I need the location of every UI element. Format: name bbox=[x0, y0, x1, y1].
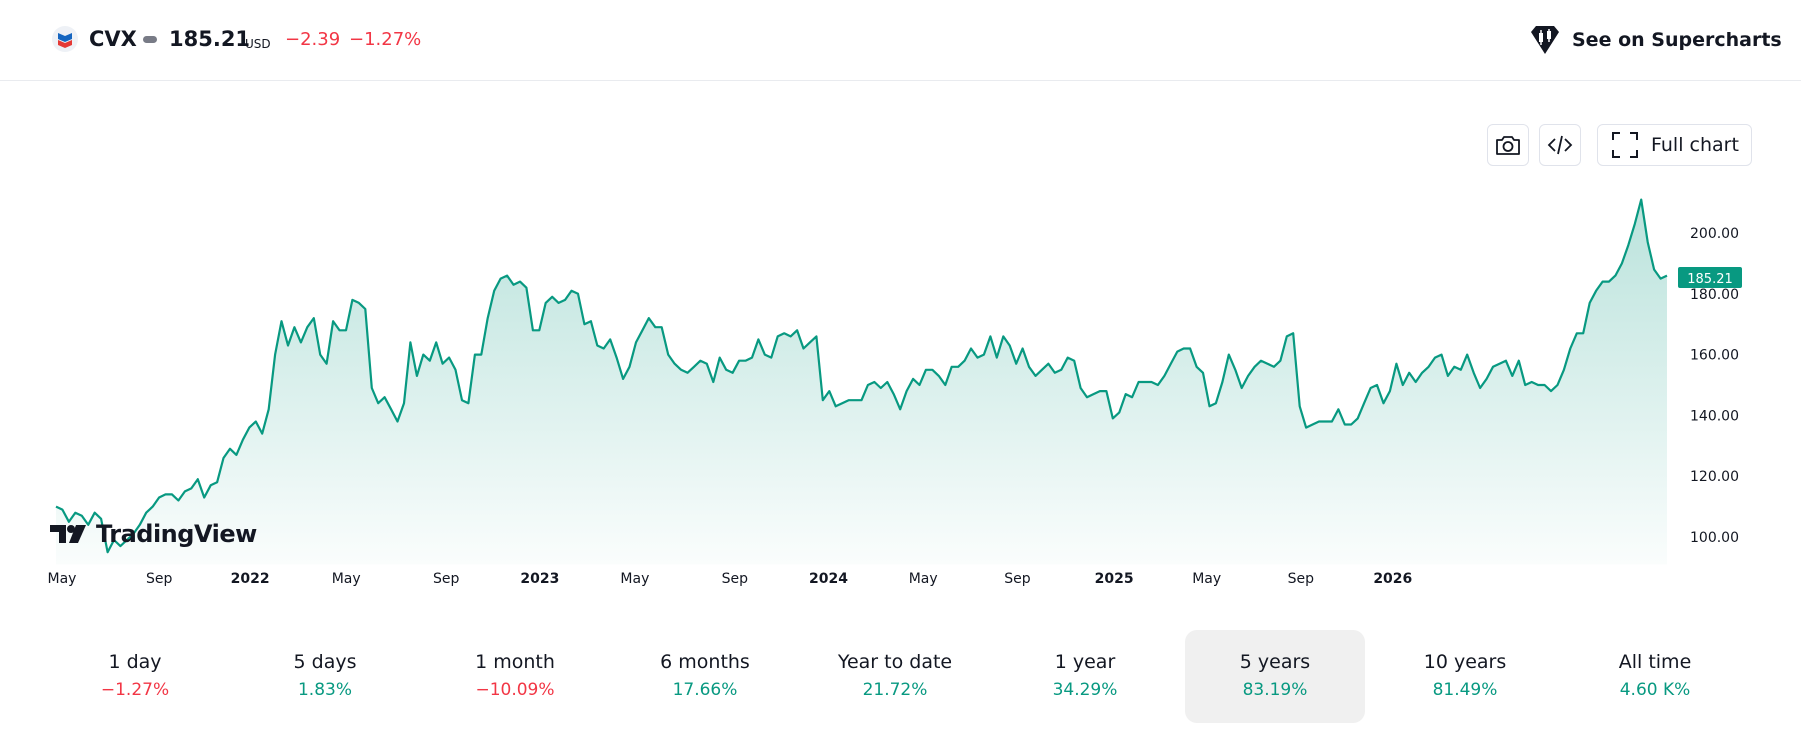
supercharts-label: See on Supercharts bbox=[1572, 29, 1782, 51]
range-label: 5 years bbox=[1239, 651, 1311, 673]
x-axis-tick-label: Sep bbox=[722, 571, 749, 587]
range-change-value: 21.72% bbox=[862, 680, 928, 700]
x-axis-tick-label: May bbox=[48, 571, 77, 587]
y-axis-tick-label: 100.00 bbox=[1690, 530, 1739, 546]
x-axis-tick-label: 2025 bbox=[1095, 571, 1134, 587]
range-label: 6 months bbox=[660, 651, 750, 673]
y-axis-tick-label: 160.00 bbox=[1690, 348, 1739, 364]
see-on-supercharts-link[interactable]: See on Supercharts bbox=[1528, 24, 1782, 56]
time-range-selector: 1 day −1.27% 5 days 1.83% 1 month −10.09% 6 mo… bbox=[45, 630, 1765, 723]
range-item-1-day[interactable]: 1 day −1.27% bbox=[45, 630, 225, 723]
full-chart-button[interactable]: Full chart bbox=[1597, 124, 1752, 166]
range-change-value: 4.60 K% bbox=[1619, 680, 1691, 700]
range-change-value: 81.49% bbox=[1432, 680, 1498, 700]
last-price-tag-label: 185.21 bbox=[1687, 272, 1733, 287]
symbol-name[interactable]: CVX bbox=[89, 27, 137, 51]
range-label: 1 month bbox=[475, 651, 555, 673]
range-change-value: −10.09% bbox=[475, 680, 555, 700]
x-axis-tick-label: 2026 bbox=[1373, 571, 1412, 587]
x-axis-tick-label: May bbox=[332, 571, 361, 587]
y-axis-tick-label: 140.00 bbox=[1690, 408, 1739, 424]
range-label: 10 years bbox=[1423, 651, 1507, 673]
symbol-header: CVX 185.21 USD −2.39 −1.27% See on Super… bbox=[0, 0, 1801, 81]
range-change-value: 83.19% bbox=[1242, 680, 1308, 700]
last-price: 185.21 bbox=[169, 27, 251, 51]
x-axis-tick-label: May bbox=[620, 571, 649, 587]
x-axis-tick-label: Sep bbox=[433, 571, 460, 587]
range-change-value: 34.29% bbox=[1052, 680, 1118, 700]
range-item-1-year[interactable]: 1 year 34.29% bbox=[995, 630, 1175, 723]
range-label: Year to date bbox=[837, 651, 953, 673]
range-label: 1 day bbox=[108, 651, 162, 673]
x-axis-tick-label: Sep bbox=[146, 571, 173, 587]
y-axis-tick-label: 180.00 bbox=[1690, 287, 1739, 303]
supercharts-icon bbox=[1531, 26, 1559, 54]
range-change-value: 17.66% bbox=[672, 680, 738, 700]
tradingview-wordmark: TradingView bbox=[96, 520, 257, 548]
range-item-all-time[interactable]: All time 4.60 K% bbox=[1565, 630, 1745, 723]
x-axis-tick-label: Sep bbox=[1004, 571, 1031, 587]
snapshot-button[interactable] bbox=[1487, 124, 1529, 166]
x-axis-tick-label: May bbox=[1192, 571, 1221, 587]
range-item-10-years[interactable]: 10 years 81.49% bbox=[1375, 630, 1555, 723]
x-axis-tick-label: 2022 bbox=[231, 571, 270, 587]
y-axis-tick-label: 120.00 bbox=[1690, 469, 1739, 485]
range-change-value: 1.83% bbox=[297, 680, 352, 700]
last-price-tag bbox=[1678, 266, 1742, 288]
x-axis-tick-label: May bbox=[909, 571, 938, 587]
tradingview-logo[interactable]: TradingView bbox=[50, 520, 257, 548]
price-change-percent: −1.27% bbox=[349, 29, 422, 50]
price-area-fill bbox=[56, 199, 1667, 565]
range-label: 1 year bbox=[1054, 651, 1116, 673]
currency-label: USD bbox=[245, 37, 271, 51]
full-chart-label: Full chart bbox=[1651, 134, 1739, 156]
range-item-year-to-date[interactable]: Year to date 21.72% bbox=[805, 630, 985, 723]
range-label: 5 days bbox=[293, 651, 357, 673]
fullscreen-icon bbox=[1612, 132, 1638, 158]
market-status-indicator bbox=[143, 36, 157, 43]
range-item-5-years[interactable]: 5 years 83.19% bbox=[1185, 630, 1365, 723]
range-item-1-month[interactable]: 1 month −10.09% bbox=[425, 630, 605, 723]
x-axis-tick-label: 2023 bbox=[520, 571, 559, 587]
range-item-6-months[interactable]: 6 months 17.66% bbox=[615, 630, 795, 723]
code-icon bbox=[1547, 135, 1573, 155]
price-chart[interactable]: 200.00 180.00 160.00 140.00 120.00 100.00 May… bbox=[0, 180, 1801, 600]
range-change-value: −1.27% bbox=[100, 680, 170, 700]
embed-button[interactable] bbox=[1539, 124, 1581, 166]
camera-icon bbox=[1496, 136, 1520, 155]
range-label: All time bbox=[1618, 651, 1692, 673]
tradingview-icon bbox=[50, 525, 86, 543]
range-item-5-days[interactable]: 5 days 1.83% bbox=[235, 630, 415, 723]
chevron-logo-icon bbox=[52, 26, 78, 52]
y-axis-tick-label: 200.00 bbox=[1690, 226, 1739, 242]
price-change: −2.39 bbox=[285, 29, 341, 50]
x-axis-tick-label: Sep bbox=[1288, 571, 1315, 587]
price-line bbox=[55, 198, 1668, 554]
x-axis-tick-label: 2024 bbox=[809, 571, 848, 587]
